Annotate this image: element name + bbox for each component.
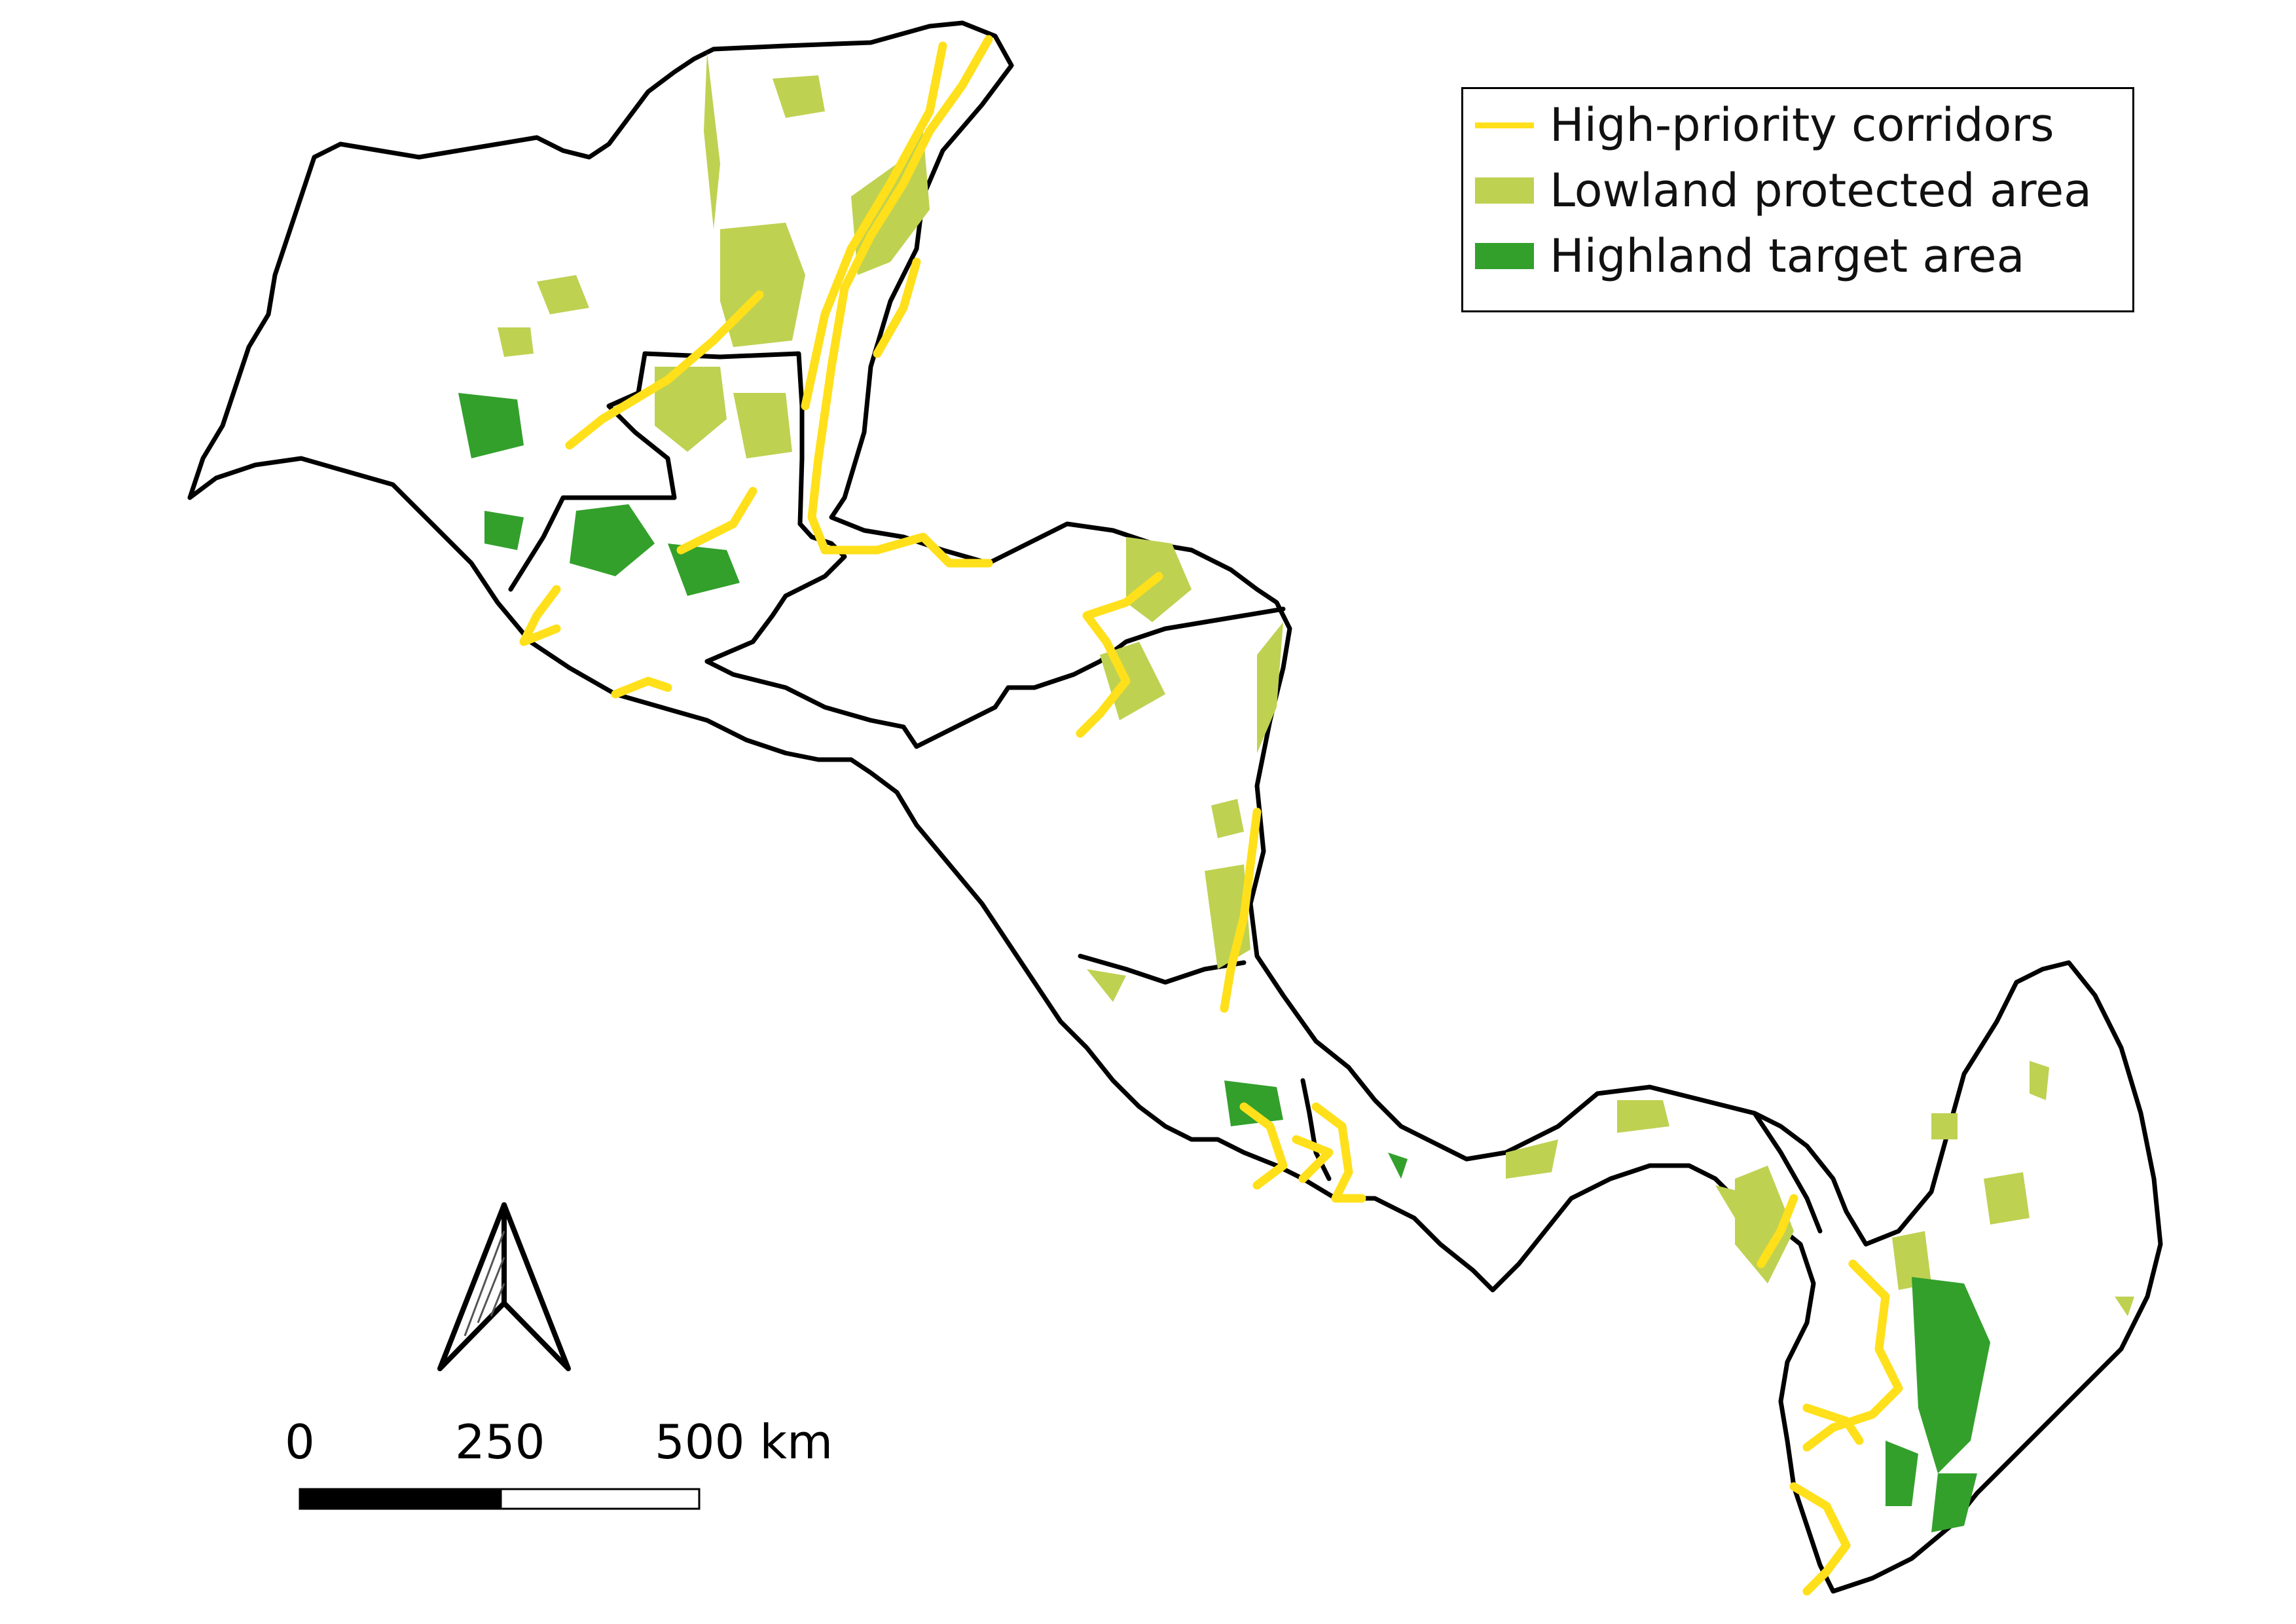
corridor	[611, 676, 672, 699]
highland-area	[1912, 1277, 1990, 1473]
legend-label: Highland target area	[1550, 229, 2025, 283]
corridor	[1311, 1102, 1366, 1203]
highland-target-areas	[458, 393, 1990, 1532]
border-costa-rica-panama	[1300, 1078, 1332, 1181]
north-arrow-icon	[437, 1202, 571, 1371]
highland-area	[1931, 1473, 1977, 1532]
lowland-area	[1211, 799, 1244, 838]
lowland-area	[2115, 1297, 2134, 1316]
scale-label-250: 250	[455, 1414, 545, 1469]
lowland-area	[704, 52, 720, 229]
lowland-area	[1257, 622, 1283, 753]
highland-swatch	[1475, 243, 1534, 269]
scale-label-500: 500 km	[655, 1414, 833, 1469]
lowland-area	[1931, 1113, 1958, 1139]
corridor	[873, 257, 921, 358]
corridor	[1802, 1403, 1864, 1445]
lowland-area	[1087, 969, 1126, 1002]
lowland-area	[1617, 1100, 1669, 1133]
corridor	[807, 35, 993, 555]
corridor-line-swatch	[1475, 122, 1534, 128]
lowland-area	[1506, 1139, 1558, 1179]
corridor	[1757, 1194, 1798, 1268]
border-mexico-guatemala	[642, 351, 805, 526]
corridor	[1220, 807, 1262, 1013]
border-guatemala-west	[508, 351, 677, 592]
legend-item-highland: Highland target area	[1475, 227, 2024, 286]
scale-label-0: 0	[285, 1414, 315, 1469]
lowland-area	[498, 327, 534, 357]
legend-label: High-priority corridors	[1550, 98, 2054, 152]
lowland-swatch	[1475, 177, 1534, 204]
legend: High-priority corridors Lowland protecte…	[1461, 87, 2134, 312]
corridor	[1239, 1102, 1288, 1190]
legend-item-corridors: High-priority corridors	[1475, 96, 2054, 155]
corridor	[1802, 1259, 1903, 1452]
legend-item-lowland: Lowland protected area	[1475, 161, 2092, 220]
corridor	[1076, 572, 1163, 738]
highland-area	[484, 511, 524, 550]
legend-label: Lowland protected area	[1550, 164, 2092, 217]
highland-area	[1224, 1080, 1283, 1126]
corridor	[676, 487, 757, 555]
lowland-area	[2030, 1061, 2049, 1100]
highland-area	[1886, 1441, 1918, 1506]
highland-area	[1388, 1153, 1408, 1179]
corridor	[801, 41, 947, 411]
corridor	[1789, 1482, 1851, 1596]
lowland-area	[655, 367, 727, 452]
lowland-area	[1715, 1185, 1741, 1218]
highland-area	[570, 504, 655, 576]
lowland-area	[1984, 1172, 2030, 1225]
border-el-salvador	[704, 659, 919, 749]
corridor	[565, 290, 764, 450]
corridor	[519, 585, 561, 646]
scale-bar	[299, 1488, 701, 1510]
lowland-area	[1735, 1166, 1794, 1283]
lowland-area	[537, 275, 589, 314]
corridor	[1292, 1135, 1334, 1183]
lowland-area	[773, 75, 825, 118]
border-panama-colombia	[1752, 1111, 1823, 1234]
border-honduras-nicaragua	[914, 606, 1286, 749]
lowland-area	[733, 393, 792, 458]
corridor	[820, 532, 993, 568]
highland-area	[458, 393, 524, 458]
high-priority-corridors	[519, 35, 1903, 1596]
lowland-area	[1892, 1231, 1931, 1290]
lowland-area	[720, 223, 805, 347]
highland-area	[668, 544, 740, 596]
